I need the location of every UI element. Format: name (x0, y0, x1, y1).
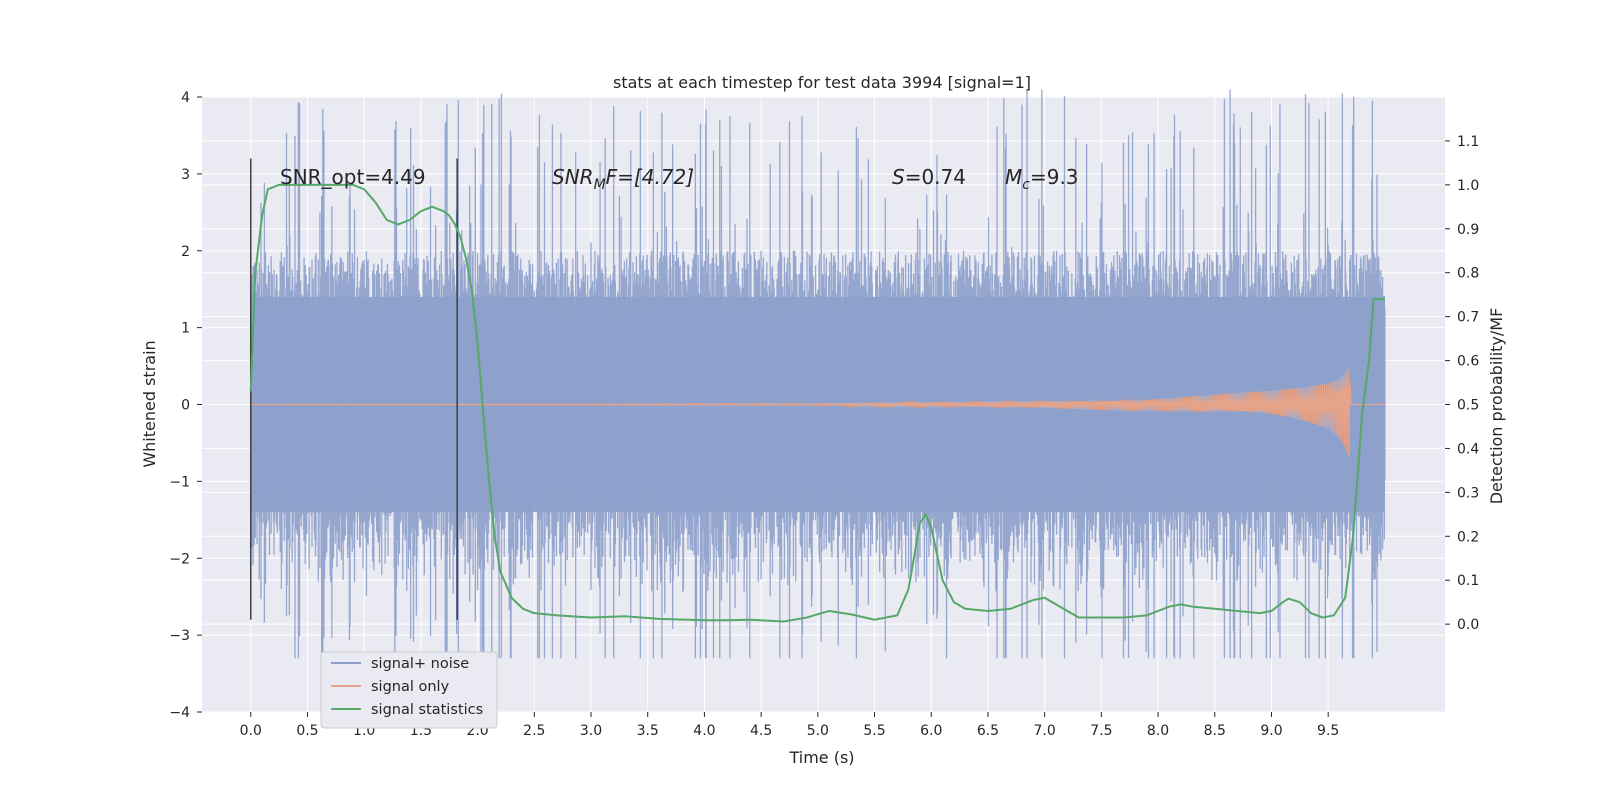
y2-tick-label-3: 0.8 (1457, 266, 1479, 282)
y-tick-label-7: −3 (169, 628, 190, 644)
annotation-snr-opt: SNR_opt=4.49 (280, 165, 426, 189)
annotation-snr-mf-main: SNR (552, 165, 594, 189)
y-tick-label-5: −1 (169, 474, 190, 490)
annotation-snr-mf-rest-italic: F=[4.72] (606, 165, 694, 189)
series-signal-only (250, 369, 1385, 457)
y2-tick-label-1: 1.0 (1457, 178, 1479, 194)
y2-tick-label-8: 0.3 (1457, 485, 1479, 501)
y-tick-label-3: 1 (181, 321, 190, 337)
y2-tick-label-0: 1.1 (1457, 134, 1479, 150)
y-tick-label-2: 2 (181, 244, 190, 260)
y-tick-label-1: 3 (181, 167, 190, 183)
x-tick-label-18: 9.0 (1260, 723, 1282, 739)
annotation-s-main: S (892, 165, 905, 189)
x-tick-label-0: 0.0 (240, 723, 262, 739)
y2-tick-label-2: 0.9 (1457, 222, 1479, 238)
x-tick-label-19: 9.5 (1317, 723, 1339, 739)
y-tick-label-0: 4 (181, 90, 190, 106)
y2-tick-label-11: 0.0 (1457, 617, 1479, 633)
legend-label-signal-only: signal only (371, 679, 450, 695)
legend-box (320, 651, 498, 729)
annotation-snr-mf: SNRMF=[4.72] (552, 165, 694, 193)
x-tick-label-10: 5.0 (807, 723, 829, 739)
y2-tick-label-10: 0.1 (1457, 573, 1479, 589)
x-tick-label-1: 0.5 (296, 723, 318, 739)
x-tick-label-9: 4.5 (750, 723, 772, 739)
y2-axis-ticks: 1.1 1.0 0.9 0.8 0.7 0.6 0.5 0.4 0.3 0.2 0.1 0.0 (1445, 134, 1479, 633)
annotation-mc-main: M (1005, 165, 1022, 189)
annotation-snr-mf-sub: M (594, 177, 606, 193)
series-signal-statistics (249, 183, 1385, 623)
y2-axis-label: Detection probability/MF (1487, 308, 1506, 505)
y2-tick-label-9: 0.2 (1457, 529, 1479, 545)
y-axis-ticks: 4 3 2 1 0 −1 −2 −3 −4 (169, 90, 202, 721)
y-tick-label-4: 0 (181, 398, 190, 414)
y2-tick-label-6: 0.5 (1457, 398, 1479, 414)
x-tick-label-15: 7.5 (1090, 723, 1112, 739)
x-tick-label-11: 5.5 (863, 723, 885, 739)
y2-tick-label-4: 0.7 (1457, 310, 1479, 326)
annotation-mc-sub: c (1022, 177, 1030, 193)
legend-label-signal-noise: signal+ noise (371, 656, 469, 672)
x-tick-label-16: 8.0 (1147, 723, 1169, 739)
x-axis-ticks: 0.0 0.5 1.0 1.5 2.0 2.5 3.0 3.5 4.0 4.5 5.0 5.5 6.0 6… (240, 712, 1339, 739)
x-tick-label-5: 2.5 (523, 723, 545, 739)
annotation-s: S=0.74 (892, 165, 966, 189)
annotation-mc: Mc=9.3 (1005, 165, 1079, 193)
x-tick-label-14: 7.0 (1034, 723, 1056, 739)
x-axis-label: Time (s) (788, 748, 854, 767)
legend: signal+ noise signal only signal statist… (320, 651, 498, 729)
y2-tick-label-7: 0.4 (1457, 441, 1479, 457)
legend-label-signal-statistics: signal statistics (371, 702, 483, 718)
y-tick-label-6: −2 (169, 551, 190, 567)
annotation-mc-value: =9.3 (1030, 165, 1079, 189)
x-tick-label-7: 3.5 (637, 723, 659, 739)
chart-title: stats at each timestep for test data 399… (613, 73, 1031, 92)
x-tick-label-17: 8.5 (1204, 723, 1226, 739)
x-tick-label-8: 4.0 (693, 723, 715, 739)
y-axis-label: Whitened strain (140, 340, 159, 467)
y-tick-label-8: −4 (169, 705, 190, 721)
x-tick-label-6: 3.0 (580, 723, 602, 739)
x-tick-label-13: 6.5 (977, 723, 999, 739)
y2-tick-label-5: 0.6 (1457, 354, 1479, 370)
annotation-s-value: =0.74 (905, 165, 966, 189)
x-tick-label-12: 6.0 (920, 723, 942, 739)
signal-only-trace (250, 369, 1385, 457)
signal-statistics-line (249, 183, 1385, 623)
